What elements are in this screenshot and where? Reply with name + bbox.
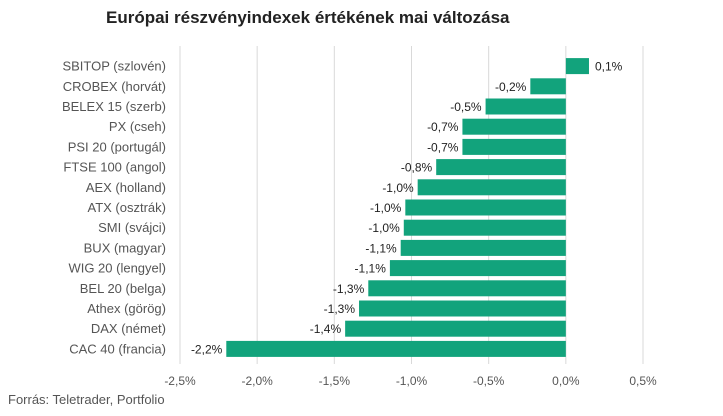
category-label: FTSE 100 (angol)	[63, 160, 166, 175]
category-label: PSI 20 (portugál)	[68, 139, 166, 154]
bar	[345, 320, 566, 337]
chart-title: Európai részvényindexek értékének mai vá…	[106, 8, 510, 27]
bar	[462, 138, 566, 155]
data-label: -0,8%	[401, 161, 433, 175]
bar	[400, 239, 566, 256]
x-tick-label: 0,5%	[629, 374, 657, 388]
x-tick-label: -2,5%	[164, 374, 196, 388]
bar	[530, 78, 566, 95]
category-label: WIG 20 (lengyel)	[68, 261, 166, 276]
x-tick-label: -1,5%	[319, 374, 351, 388]
data-label: -1,4%	[310, 322, 342, 336]
category-label: Athex (görög)	[87, 301, 166, 316]
data-label: -1,0%	[382, 181, 414, 195]
data-label: -1,1%	[365, 241, 397, 255]
bar	[417, 179, 566, 196]
category-label: AEX (holland)	[86, 180, 166, 195]
bar	[389, 260, 566, 277]
category-label: CAC 40 (francia)	[69, 341, 166, 356]
category-label: BEL 20 (belga)	[80, 281, 166, 296]
bar	[368, 280, 566, 297]
x-tick-label: 0,0%	[552, 374, 580, 388]
data-label: -0,7%	[427, 140, 459, 154]
data-label: -2,2%	[191, 342, 223, 356]
category-label: SBITOP (szlovén)	[62, 59, 166, 74]
bar	[436, 159, 566, 176]
data-label: 0,1%	[595, 60, 623, 74]
bar-chart: -2,5% -2,0% -1,5% -1,0% -0,5% 0,0% 0,5% SBITOP …	[62, 46, 657, 388]
x-tick-label: -1,0%	[396, 374, 428, 388]
bar	[485, 98, 566, 115]
data-label: -0,7%	[427, 120, 459, 134]
category-label: BELEX 15 (szerb)	[62, 99, 166, 114]
x-tick-label: -2,0%	[241, 374, 273, 388]
bar	[462, 118, 566, 135]
bar	[403, 219, 566, 236]
category-label: BUX (magyar)	[84, 240, 166, 255]
data-label: -0,5%	[450, 100, 482, 114]
data-label: -1,3%	[333, 282, 365, 296]
source-note: Forrás: Teletrader, Portfolio	[8, 392, 165, 407]
data-label: -0,2%	[495, 80, 527, 94]
category-label: SMI (svájci)	[98, 220, 166, 235]
bar	[226, 340, 566, 357]
category-label: DAX (német)	[91, 321, 166, 336]
data-label: -1,0%	[370, 201, 402, 215]
data-label: -1,0%	[368, 221, 400, 235]
x-tick-label: -0,5%	[473, 374, 505, 388]
data-label: -1,3%	[324, 302, 356, 316]
bar	[359, 300, 566, 317]
bar	[565, 58, 589, 75]
category-label: PX (cseh)	[109, 119, 166, 134]
category-label: ATX (osztrák)	[88, 200, 167, 215]
bar	[405, 199, 566, 216]
category-label: CROBEX (horvát)	[63, 79, 166, 94]
data-label: -1,1%	[355, 262, 387, 276]
